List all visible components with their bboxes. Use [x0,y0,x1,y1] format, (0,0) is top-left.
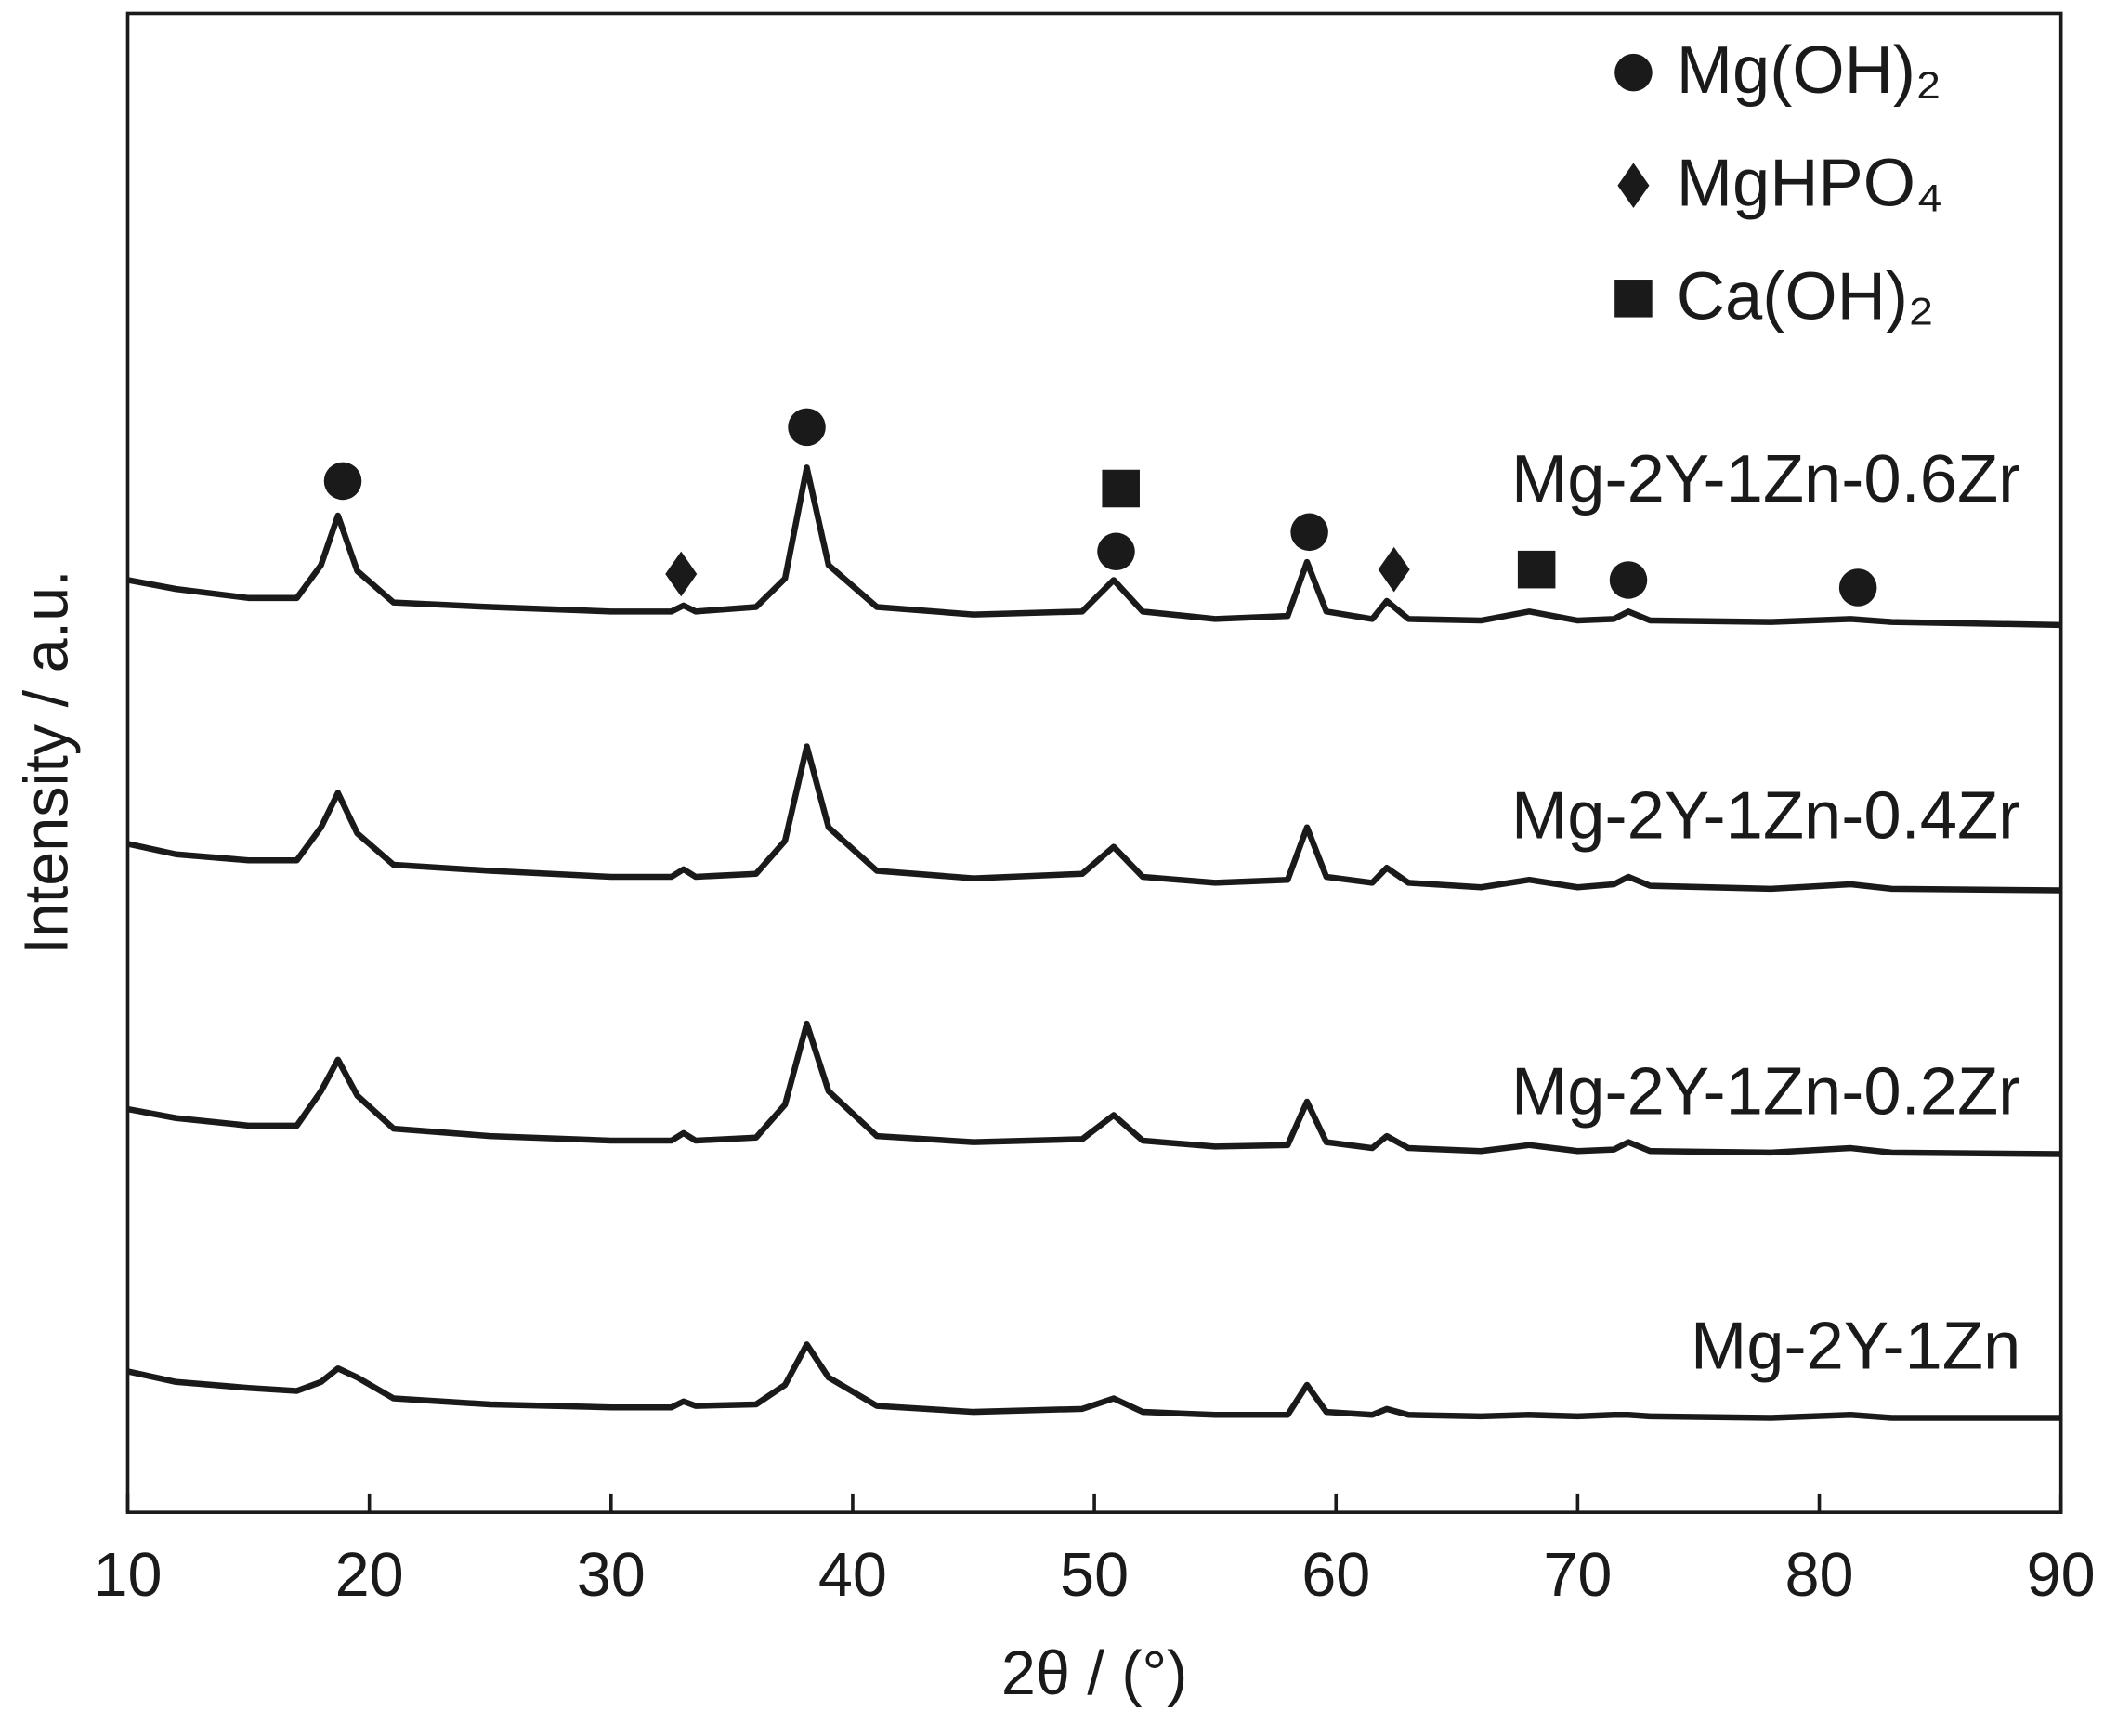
x-tick-label: 30 [577,1541,646,1610]
x-tick-label: 10 [93,1541,162,1610]
legend-label: Mg(OH)₂ [1677,33,1941,108]
xrd-pattern [126,1020,2061,1157]
peak-marker [1097,532,1135,571]
legend-symbol [1614,53,1653,92]
legend-symbol [1614,280,1653,318]
xrd-pattern [126,464,2061,629]
xrd-pattern [126,743,2061,894]
series-label: Mg-2Y-1Zn [1691,1308,2020,1383]
peak-marker [1290,513,1328,552]
peak-marker [1517,550,1556,589]
legend-label: Ca(OH)₂ [1677,258,1934,333]
peak-marker [323,462,362,501]
x-axis-title: 2θ / (°) [1001,1639,1187,1708]
legend-symbol [1617,163,1650,209]
peak-marker [1609,561,1648,599]
x-tick-label: 60 [1301,1541,1370,1610]
peak-marker [1838,568,1877,607]
peak-marker [1102,469,1140,508]
plot-frame [125,11,2063,1514]
y-axis-title: Intensity / a.u. [13,569,82,954]
x-tick-label: 90 [2027,1541,2096,1610]
x-tick-label: 50 [1060,1541,1129,1610]
x-tick-label: 20 [335,1541,404,1610]
peak-marker [1378,546,1410,593]
peak-marker [788,408,826,447]
x-tick-label: 70 [1543,1541,1612,1610]
x-tick-label: 80 [1785,1541,1854,1610]
series-label: Mg-2Y-1Zn-0.4Zr [1511,777,2020,853]
legend-label: MgHPO₄ [1677,146,1943,221]
xrd-pattern [126,1341,2061,1421]
x-tick-label: 40 [818,1541,887,1610]
series-label: Mg-2Y-1Zn-0.2Zr [1511,1053,2020,1129]
peak-marker [665,551,698,597]
series-label: Mg-2Y-1Zn-0.6Zr [1511,441,2020,516]
